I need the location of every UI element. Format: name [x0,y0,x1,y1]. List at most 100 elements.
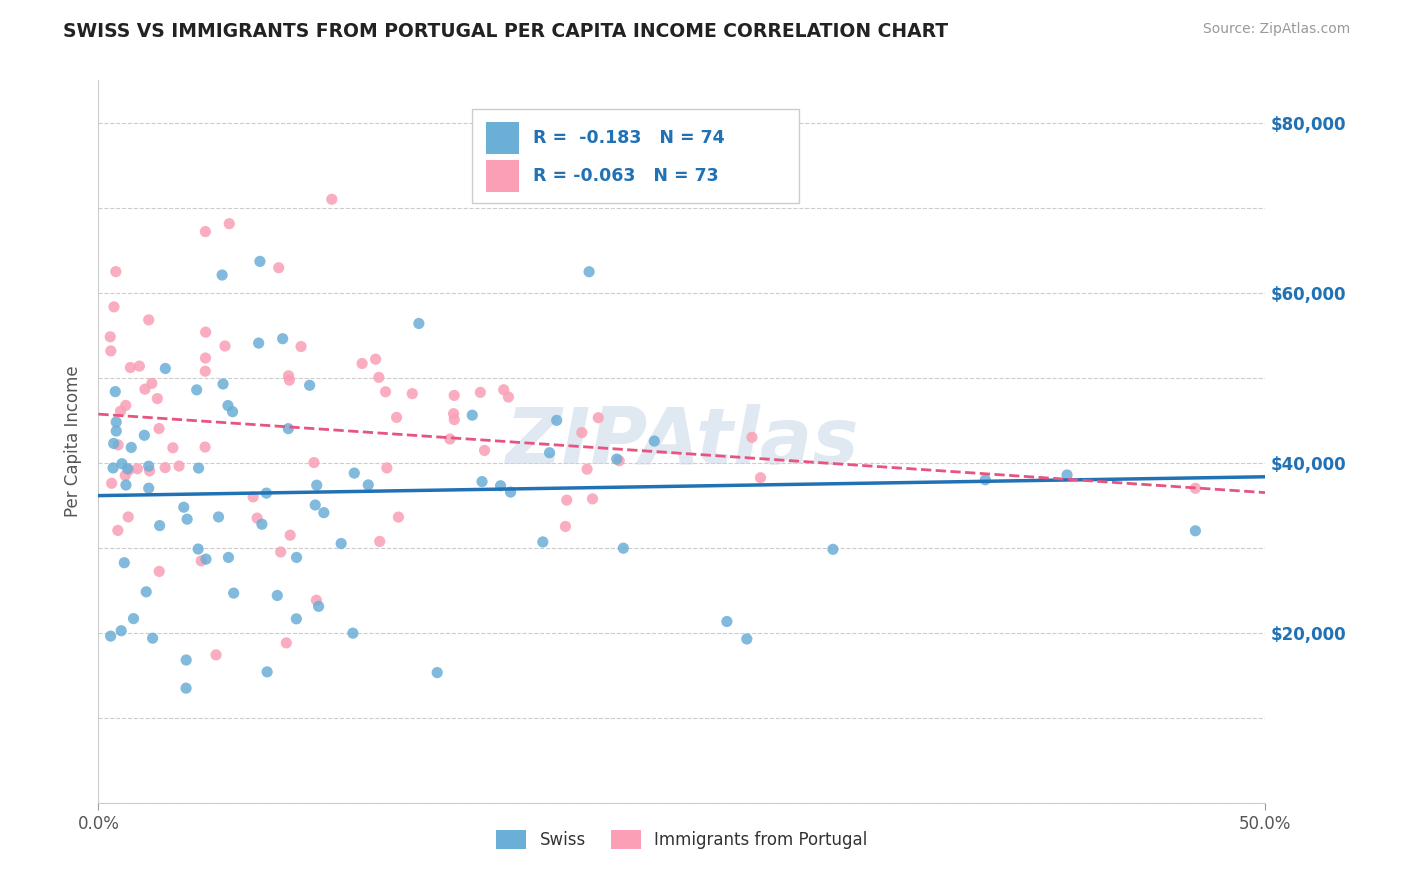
Point [270,545,292,559]
Point [194,325,217,339]
Point [167,458,190,473]
Point [612,541,634,556]
Point [148,421,170,435]
Point [538,446,561,460]
Text: ZIPAtlas: ZIPAtlas [505,403,859,480]
Point [174,681,197,695]
Point [367,370,389,384]
Point [217,399,239,413]
Point [100,629,122,643]
Point [212,376,235,391]
Point [555,493,578,508]
Point [100,343,122,358]
Point [305,593,328,607]
Point [153,460,176,475]
Point [246,511,269,525]
Point [134,382,156,396]
Point [492,383,515,397]
Point [474,443,496,458]
Point [146,392,169,406]
Point [187,541,209,556]
Point [285,550,308,565]
Point [250,517,273,532]
Point [1056,467,1078,482]
Point [554,519,576,533]
Point [105,415,128,429]
Point [439,432,461,446]
Point [155,361,177,376]
Point [357,478,380,492]
Point [277,422,299,436]
Point [368,534,391,549]
Point [128,359,150,373]
Point [114,468,136,483]
Point [117,461,139,475]
Point [352,357,374,371]
Point [276,636,298,650]
Point [112,556,135,570]
Point [443,412,465,426]
Point [267,260,290,275]
Point [173,500,195,515]
Point [120,360,142,375]
Point [148,565,170,579]
Point [107,438,129,452]
Text: SWISS VS IMMIGRANTS FROM PORTUGAL PER CAPITA INCOME CORRELATION CHART: SWISS VS IMMIGRANTS FROM PORTUGAL PER CA… [63,22,949,41]
Point [578,265,600,279]
Point [103,436,125,450]
Point [1184,481,1206,495]
Point [118,463,141,477]
Point [364,352,387,367]
Point [98,330,121,344]
Point [190,554,212,568]
Point [471,475,494,489]
Point [104,264,127,278]
Point [104,384,127,399]
Text: Source: ZipAtlas.com: Source: ZipAtlas.com [1202,22,1350,37]
Point [443,407,465,421]
Point [821,542,844,557]
Point [401,386,423,401]
Point [103,300,125,314]
Point [142,631,165,645]
Point [374,384,396,399]
Point [387,510,409,524]
Y-axis label: Per Capita Income: Per Capita Income [65,366,83,517]
Point [247,336,270,351]
Point [735,632,758,646]
Point [443,388,465,402]
Point [107,524,129,538]
Point [249,254,271,268]
Point [135,584,157,599]
Point [278,373,301,387]
Point [218,217,240,231]
Point [174,653,197,667]
Point [716,615,738,629]
Point [117,510,139,524]
Point [489,479,512,493]
Point [138,464,160,478]
Point [122,612,145,626]
Point [254,486,277,500]
Point [321,192,343,206]
Point [138,481,160,495]
Point [643,434,665,448]
Point [120,441,142,455]
Point [342,626,364,640]
Point [606,452,628,467]
Point [277,368,299,383]
Point [749,471,772,485]
Point [256,665,278,679]
Point [211,268,233,282]
Point [221,405,243,419]
Point [214,339,236,353]
Point [115,478,138,492]
Point [127,461,149,475]
Point [546,413,568,427]
Point [205,648,228,662]
Point [974,473,997,487]
Point [105,424,128,438]
Point [217,550,239,565]
Point [194,440,217,454]
Point [308,599,330,614]
